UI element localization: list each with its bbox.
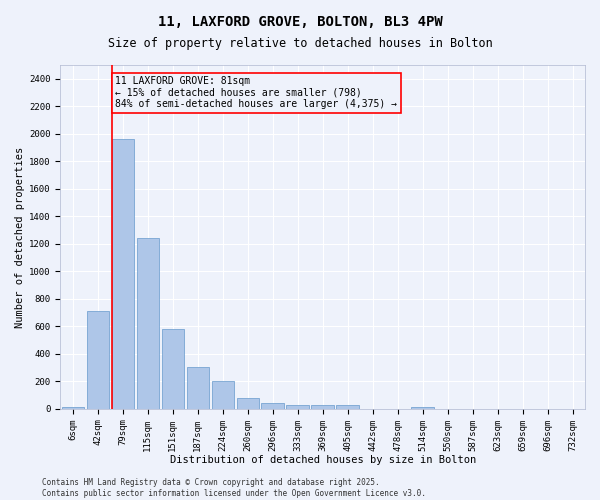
Bar bbox=[187, 367, 209, 409]
Bar bbox=[236, 398, 259, 409]
Bar bbox=[161, 329, 184, 409]
Bar bbox=[337, 404, 359, 409]
Bar bbox=[286, 404, 309, 409]
Bar bbox=[112, 140, 134, 409]
Text: Contains HM Land Registry data © Crown copyright and database right 2025.
Contai: Contains HM Land Registry data © Crown c… bbox=[42, 478, 426, 498]
Text: Size of property relative to detached houses in Bolton: Size of property relative to detached ho… bbox=[107, 38, 493, 51]
Text: 11 LAXFORD GROVE: 81sqm
← 15% of detached houses are smaller (798)
84% of semi-d: 11 LAXFORD GROVE: 81sqm ← 15% of detache… bbox=[115, 76, 397, 109]
X-axis label: Distribution of detached houses by size in Bolton: Distribution of detached houses by size … bbox=[170, 455, 476, 465]
Bar bbox=[62, 407, 84, 409]
Y-axis label: Number of detached properties: Number of detached properties bbox=[15, 146, 25, 328]
Bar bbox=[262, 402, 284, 409]
Text: 11, LAXFORD GROVE, BOLTON, BL3 4PW: 11, LAXFORD GROVE, BOLTON, BL3 4PW bbox=[158, 15, 442, 29]
Bar bbox=[137, 238, 159, 409]
Bar bbox=[86, 310, 109, 409]
Bar bbox=[412, 407, 434, 409]
Bar bbox=[212, 382, 234, 409]
Bar bbox=[311, 406, 334, 409]
